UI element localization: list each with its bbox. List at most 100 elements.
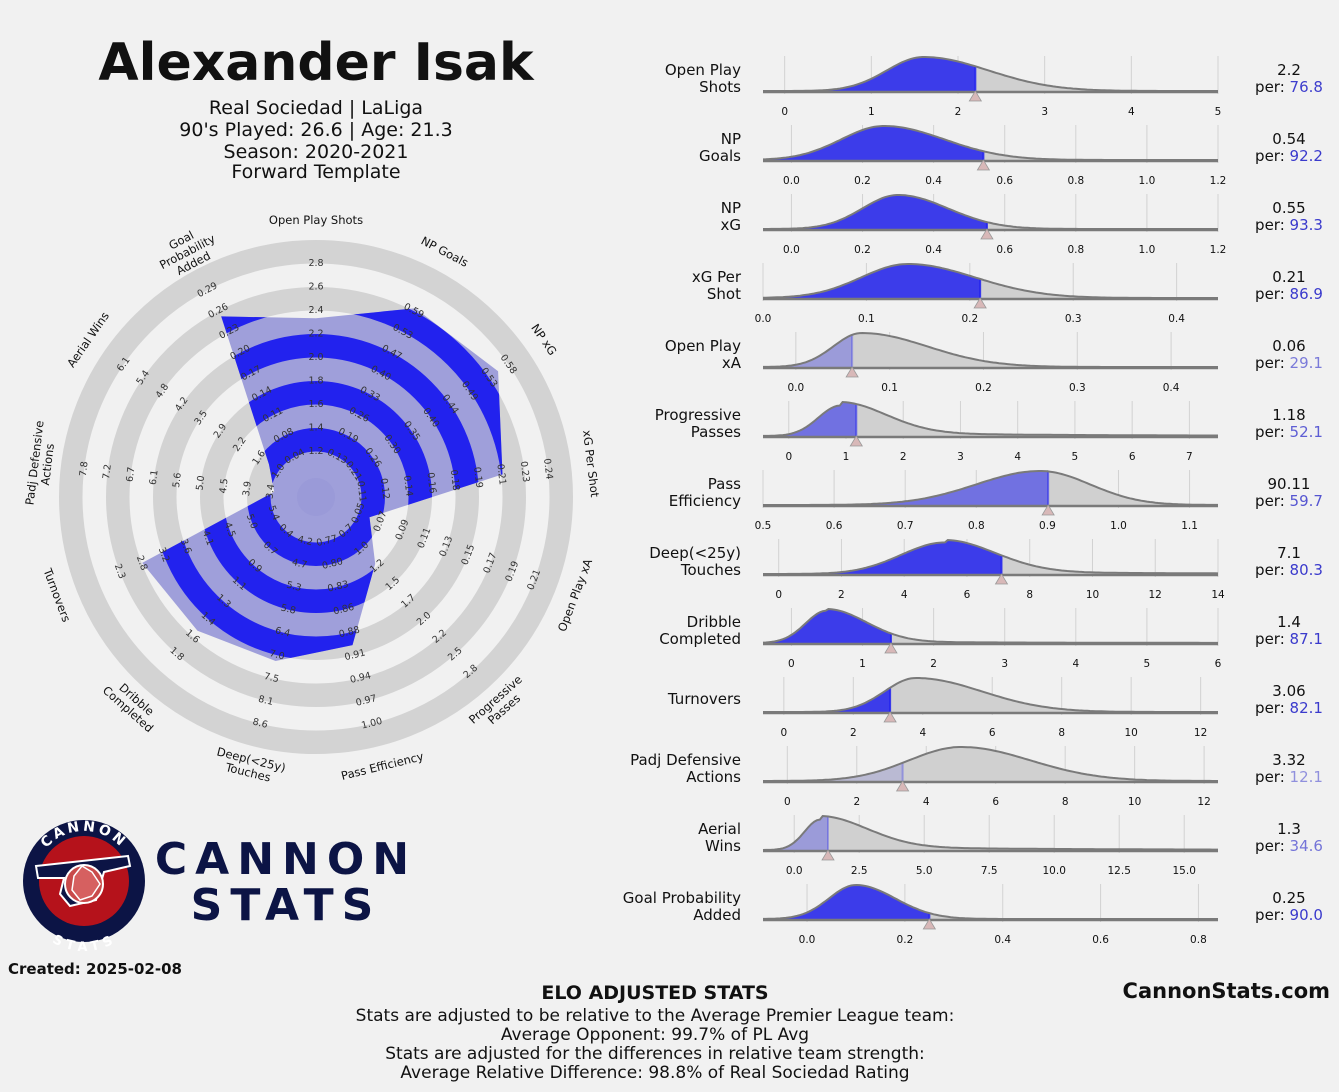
density-marker (845, 366, 859, 378)
density-tick-label: 0.8 (968, 520, 985, 532)
radar-tick-label: 0.86 (332, 602, 355, 618)
density-percentile: per: 34.6 (1255, 837, 1323, 855)
density-highlight (763, 885, 930, 920)
cannon-cog-icon (71, 865, 101, 901)
footer-title: ELO ADJUSTED STATS (541, 982, 768, 1004)
radar-tick-label: 2.0 (308, 352, 323, 363)
density-tick-label: 0.8 (1190, 934, 1207, 946)
density-marker (968, 90, 983, 102)
density-metric-label: Progressive Passes (655, 406, 741, 441)
logo-word-stats: STATS (191, 880, 382, 931)
density-tick-label: 6 (1129, 451, 1136, 463)
density-tick-label: 0.3 (1065, 313, 1082, 325)
radar-tick-label: 7.5 (263, 671, 280, 685)
density-tick-label: 1 (868, 106, 875, 118)
density-percentile: per: 52.1 (1255, 423, 1323, 441)
density-curve (763, 746, 1218, 782)
footer-line3: Stats are adjusted for the differences i… (385, 1044, 925, 1064)
density-tick-label: 0.8 (1067, 244, 1084, 256)
radar-metric-label: NP Goals (419, 234, 471, 270)
radar-tick-label: 0.24 (541, 458, 554, 480)
density-panel: 0.5 0.6 0.7 0.8 0.9 1.0 1.1 Pass Efficiency 90.11… (669, 470, 1323, 532)
density-tick-label: 0.4 (925, 244, 942, 256)
logo-word-cannon: CANNON (155, 834, 417, 885)
density-metric-label: NP Goals (699, 130, 741, 165)
density-tick-label: 0.0 (755, 313, 772, 325)
density-percentile: per: 29.1 (1255, 354, 1323, 372)
density-tick-label: 0.1 (881, 382, 898, 394)
radar-tick-label: 0.11 (354, 480, 367, 502)
density-tick-label: 14 (1211, 589, 1225, 601)
radar-tick-label: 0.14 (401, 475, 414, 497)
density-tick-label: 0 (785, 451, 792, 463)
density-tick-label: 2 (850, 727, 857, 739)
radar-tick-label: 5.0 (194, 475, 207, 491)
density-tick-label: 3 (1041, 106, 1048, 118)
density-tick-label: 7.5 (981, 865, 998, 877)
density-tick-label: 1.2 (1210, 244, 1227, 256)
density-highlight (763, 471, 1049, 506)
density-tick-label: 4 (1128, 106, 1135, 118)
density-tick-label: 0.3 (1069, 382, 1086, 394)
density-tick-label: 0.8 (1067, 175, 1084, 187)
density-value: 0.54 (1272, 130, 1305, 148)
density-metric-label: Goal Probability Added (623, 889, 741, 924)
density-value: 0.06 (1272, 337, 1305, 355)
density-tick-label: 2 (900, 451, 907, 463)
density-tick-label: 15.0 (1173, 865, 1196, 877)
density-value: 0.55 (1272, 199, 1305, 217)
radar-tick-label: 1.2 (308, 446, 323, 457)
density-marker (976, 159, 991, 171)
density-metric-label: Aerial Wins (698, 820, 741, 855)
density-curve (762, 814, 1218, 851)
density-tick-label: 4 (919, 727, 926, 739)
radar-tick-label: 0.77 (315, 533, 338, 549)
radar-tick-label: 0.12 (378, 478, 391, 500)
radar-tick-label: 7.8 (78, 461, 91, 477)
radar-tick-label: 7.0 (268, 648, 285, 662)
density-tick-label: 0.0 (783, 244, 800, 256)
radar-metric-label: Pass Efficiency (340, 749, 426, 783)
density-marker (973, 297, 987, 309)
density-value: 3.32 (1272, 751, 1305, 769)
radar-metric-label: NP xG (528, 321, 559, 358)
density-highlight (763, 402, 857, 437)
density-value: 0.25 (1272, 889, 1305, 907)
radar-tick-label: 8.1 (257, 694, 274, 708)
density-tick-label: 0.6 (996, 244, 1013, 256)
density-highlight (763, 195, 987, 230)
density-marker (980, 228, 994, 240)
density-metric-label: NP xG (720, 199, 741, 234)
radar-tick-label: 4.7 (291, 557, 308, 571)
density-marker (994, 573, 1009, 585)
radar-metric-label: Padj DefensiveActions (22, 420, 59, 508)
density-percentile: per: 12.1 (1255, 768, 1323, 786)
density-percentile: per: 87.1 (1255, 630, 1323, 648)
radar-tick-label: 5.3 (285, 580, 302, 594)
radar-tick-label: 0.83 (327, 579, 350, 595)
density-tick-label: 4 (1072, 658, 1079, 670)
density-tick-label: 5 (1144, 658, 1151, 670)
density-tick-label: 5 (1215, 106, 1222, 118)
density-percentile: per: 86.9 (1255, 285, 1323, 303)
density-highlight (763, 540, 1002, 575)
density-tick-label: 12 (1197, 796, 1210, 808)
density-tick-label: 0 (781, 106, 788, 118)
density-value: 1.4 (1277, 613, 1301, 631)
density-value: 1.3 (1277, 820, 1301, 838)
density-area (763, 816, 1218, 851)
density-tick-label: 4 (901, 589, 908, 601)
density-tick-label: 6 (992, 796, 999, 808)
radar-metric-label: xG Per Shot (580, 429, 602, 498)
density-tick-label: 8 (1062, 796, 1069, 808)
density-tick-label: 1.0 (1110, 520, 1127, 532)
density-tick-label: 0.5 (755, 520, 772, 532)
density-area (763, 747, 1218, 782)
density-tick-label: 2 (930, 658, 937, 670)
